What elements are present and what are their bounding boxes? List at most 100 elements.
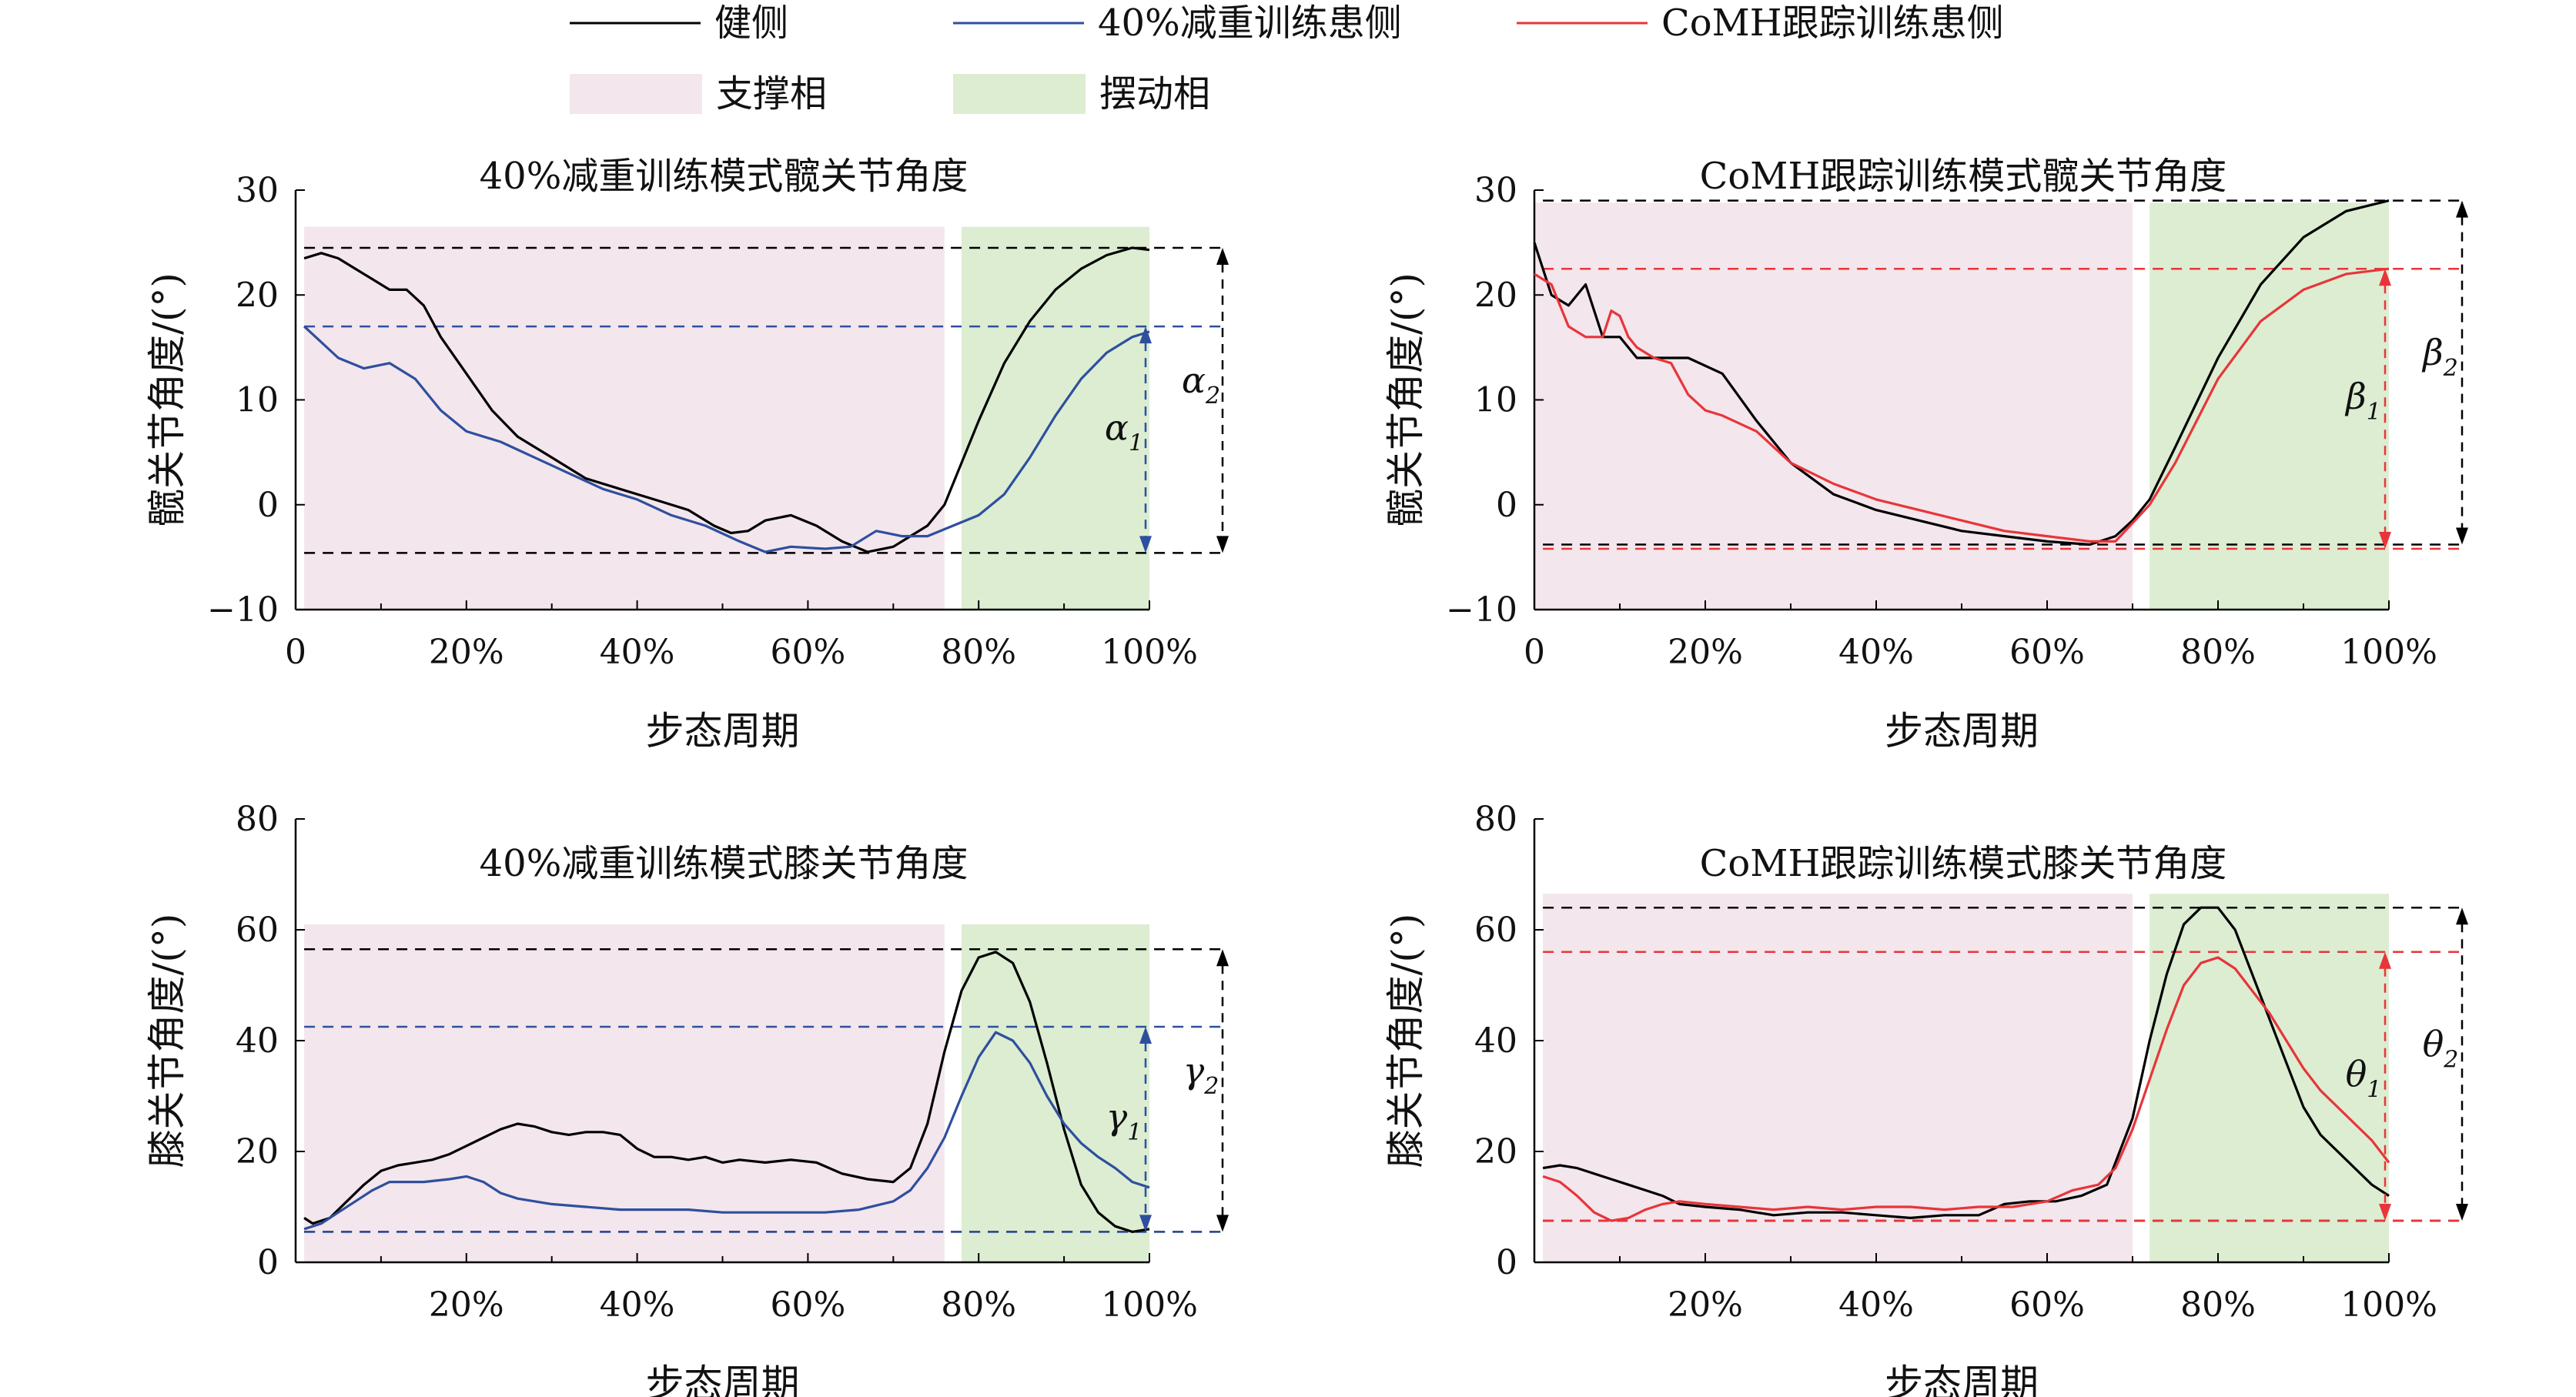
x-tick-label: 0 [1524, 633, 1545, 672]
x-axis-label: 步态周期 [646, 1362, 800, 1397]
range-label: θ1 [2346, 1053, 2382, 1103]
y-tick-label: −10 [1446, 590, 1517, 630]
x-tick-label: 100% [1101, 1285, 1198, 1325]
y-tick-label: 80 [236, 800, 279, 839]
x-tick-label: 60% [771, 1285, 846, 1325]
y-axis-label: 髋关节角度/(°) [145, 272, 189, 527]
chart-title: 40%减重训练模式膝关节角度 [480, 842, 969, 885]
range-arrow-up [2456, 907, 2468, 925]
series-line-bws [303, 1031, 1150, 1231]
x-tick-label: 40% [600, 1285, 675, 1325]
x-tick-label: 20% [429, 1285, 504, 1325]
chart-title: 40%减重训练模式髋关节角度 [480, 155, 969, 198]
y-axis-label: 膝关节角度/(°) [145, 914, 189, 1168]
range-arrow-up [1139, 326, 1152, 344]
y-tick-label: 0 [1496, 486, 1517, 525]
range-arrow-down [2379, 1204, 2391, 1221]
y-tick-label: 60 [1474, 911, 1517, 950]
range-arrow-down [1139, 536, 1152, 553]
chart-knee-bws: 0 20 40 60 80 20% 40% 60% 80% 100% 40%减重训练模式膝关节角度步… [145, 800, 1229, 1397]
range-arrow-up [1139, 1027, 1152, 1044]
range-label: α2 [1182, 359, 1220, 409]
phase-band-stance [1543, 894, 2133, 1262]
range-arrow-down [2456, 1204, 2468, 1221]
y-tick-label: 30 [1474, 171, 1517, 210]
x-tick-label: 40% [1838, 633, 1914, 672]
series-line-comh [1542, 956, 2390, 1222]
series-line-comh [1534, 267, 2390, 543]
y-tick-label: 0 [1496, 1243, 1517, 1282]
x-tick-label: 60% [2009, 633, 2085, 672]
range-label: β2 [2421, 332, 2458, 382]
x-tick-label: 20% [1668, 1285, 1743, 1325]
legend-label-bws: 40%减重训练患侧 [1098, 2, 1402, 45]
x-tick-label: 60% [771, 633, 846, 672]
range-arrow-down [1216, 1215, 1229, 1232]
series-line-healthy [303, 246, 1150, 553]
range-label: θ2 [2423, 1024, 2459, 1074]
y-tick-label: 60 [236, 911, 279, 950]
x-tick-label: 80% [941, 633, 1016, 672]
y-tick-label: 40 [236, 1021, 279, 1061]
legend-label-healthy: 健侧 [714, 2, 788, 45]
x-axis-label: 步态周期 [1885, 709, 2039, 754]
x-axis-label: 步态周期 [1885, 1362, 2039, 1397]
range-label: γ1 [1106, 1096, 1142, 1146]
y-tick-label: 10 [1474, 381, 1517, 420]
range-arrow-up [1216, 949, 1229, 967]
legend-patch-stance [570, 74, 702, 114]
range-arrow-down [2456, 527, 2468, 545]
series-line-bws [303, 325, 1150, 553]
legend-label-swing: 摆动相 [1099, 72, 1210, 115]
range-arrow-down [1216, 536, 1229, 553]
y-tick-label: 20 [1474, 1132, 1517, 1171]
legend-label-comh: CoMH跟踪训练患侧 [1661, 2, 2004, 45]
x-tick-label: 100% [1101, 633, 1198, 672]
phase-band-stance [304, 924, 945, 1262]
x-tick-label: 100% [2340, 1285, 2437, 1325]
series-line-healthy [1542, 906, 2390, 1219]
range-arrow-down [2379, 531, 2391, 549]
range-label: α1 [1105, 406, 1143, 456]
range-arrow-up [1216, 247, 1229, 265]
x-tick-label: 40% [600, 633, 675, 672]
x-axis-label: 步态周期 [646, 709, 800, 754]
phase-band-swing [2149, 894, 2389, 1262]
phase-band-stance [1534, 202, 2133, 610]
x-tick-label: 80% [2180, 1285, 2256, 1325]
y-tick-label: 20 [236, 1132, 279, 1171]
x-tick-label: 20% [429, 633, 504, 672]
x-tick-label: 40% [1838, 1285, 1914, 1325]
chart-knee-comh: 0 20 40 60 80 20% 40% 60% 80% 100% CoMH跟踪训练模式膝关节角度… [1383, 800, 2468, 1397]
y-tick-label: 10 [236, 381, 279, 420]
x-tick-label: 0 [285, 633, 306, 672]
y-tick-label: 30 [236, 171, 279, 210]
x-tick-label: 20% [1668, 633, 1743, 672]
range-arrow-up [2456, 200, 2468, 218]
phase-band-swing [2149, 202, 2389, 610]
legend-label-stance: 支撑相 [716, 72, 827, 115]
series-line-healthy [1533, 199, 2390, 546]
y-tick-label: 20 [1474, 276, 1517, 315]
phase-band-stance [304, 226, 945, 610]
chart-title: CoMH跟踪训练模式髋关节角度 [1700, 155, 2227, 198]
range-label: γ2 [1183, 1050, 1219, 1100]
y-tick-label: −10 [207, 590, 279, 630]
range-arrow-down [1139, 1215, 1152, 1232]
x-tick-label: 100% [2340, 633, 2437, 672]
range-arrow-up [2379, 951, 2391, 969]
y-tick-label: 40 [1474, 1021, 1517, 1061]
x-tick-label: 60% [2009, 1285, 2085, 1325]
x-tick-label: 80% [2180, 633, 2256, 672]
x-tick-label: 80% [941, 1285, 1016, 1325]
y-tick-label: 20 [236, 276, 279, 315]
range-arrow-up [2379, 269, 2391, 286]
y-axis-label: 髋关节角度/(°) [1383, 272, 1428, 527]
y-tick-label: 0 [257, 1243, 279, 1282]
y-axis-label: 膝关节角度/(°) [1383, 914, 1428, 1168]
series-line-healthy [303, 951, 1150, 1233]
legend: 健侧 40%减重训练患侧 CoMH跟踪训练患侧 支撑相 摆动相 [570, 2, 2004, 115]
